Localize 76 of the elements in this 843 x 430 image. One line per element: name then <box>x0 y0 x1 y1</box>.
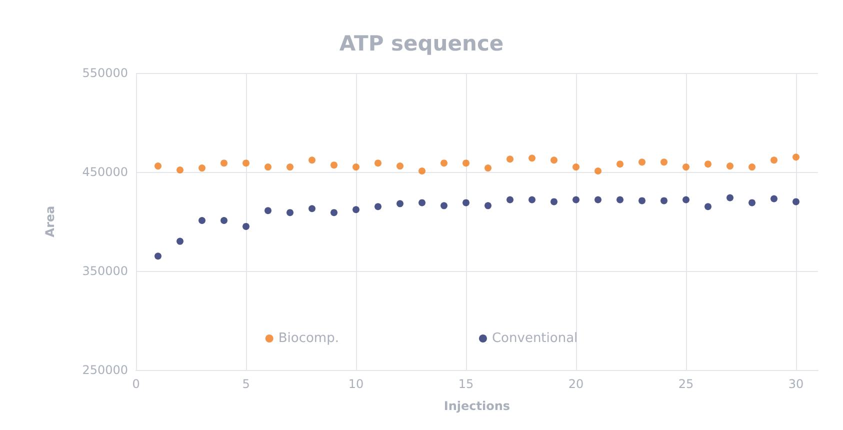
point <box>242 222 250 230</box>
point <box>616 160 624 168</box>
point <box>792 154 800 161</box>
point <box>462 160 470 167</box>
point <box>374 160 382 167</box>
point <box>660 197 668 204</box>
point <box>308 156 316 164</box>
point <box>528 196 536 204</box>
point <box>242 160 250 167</box>
x-tick-label: 25 <box>678 377 694 391</box>
x-tick-label: 0 <box>132 377 140 391</box>
point <box>330 162 338 169</box>
point <box>198 164 206 172</box>
x-axis-title: Injections <box>444 399 510 413</box>
point <box>638 197 646 204</box>
y-tick-label: 550000 <box>82 66 128 80</box>
point <box>396 200 404 208</box>
y-tick-label: 250000 <box>82 363 128 377</box>
point <box>396 162 404 170</box>
point <box>616 196 624 204</box>
point <box>660 158 668 166</box>
point <box>264 164 272 171</box>
point <box>352 164 360 171</box>
point <box>770 156 778 164</box>
point <box>176 238 184 245</box>
point <box>440 160 448 167</box>
point <box>550 156 558 164</box>
point <box>748 199 756 206</box>
point <box>638 158 646 166</box>
point <box>176 166 184 174</box>
point <box>198 217 206 224</box>
legend-label: Conventional <box>492 331 578 346</box>
point <box>440 202 448 210</box>
point <box>286 164 294 171</box>
x-tick-label: 15 <box>458 377 474 391</box>
point <box>330 209 338 216</box>
chart-title: ATP sequence <box>339 32 504 56</box>
point <box>484 164 492 172</box>
point <box>374 203 382 210</box>
legend-label: Biocomp. <box>278 331 339 346</box>
x-tick-label: 30 <box>788 377 804 391</box>
y-axis-title: Area <box>43 206 57 238</box>
point <box>220 217 228 224</box>
point <box>726 194 734 202</box>
point <box>770 195 778 202</box>
point <box>506 196 514 204</box>
point <box>352 206 360 214</box>
x-tick-label: 10 <box>348 377 364 391</box>
point <box>594 168 602 175</box>
point <box>704 160 712 168</box>
point <box>462 199 470 206</box>
y-tick-label: 350000 <box>82 264 128 278</box>
point <box>682 164 690 171</box>
point <box>264 207 272 214</box>
point <box>286 209 294 216</box>
x-tick-label: 5 <box>242 377 250 391</box>
point <box>154 252 162 260</box>
point <box>726 162 734 170</box>
point <box>154 162 162 170</box>
point <box>506 156 514 163</box>
point <box>484 202 492 210</box>
point <box>550 198 558 206</box>
point <box>418 199 426 206</box>
point <box>308 205 316 212</box>
point <box>572 164 580 171</box>
y-tick-label: 450000 <box>82 165 128 179</box>
point <box>418 168 426 175</box>
point <box>572 196 580 204</box>
x-tick-label: 20 <box>568 377 584 391</box>
point <box>220 160 228 167</box>
point <box>682 196 690 204</box>
point <box>594 196 602 204</box>
point <box>528 154 536 162</box>
point <box>748 164 756 171</box>
point <box>704 203 712 210</box>
point <box>792 198 800 206</box>
